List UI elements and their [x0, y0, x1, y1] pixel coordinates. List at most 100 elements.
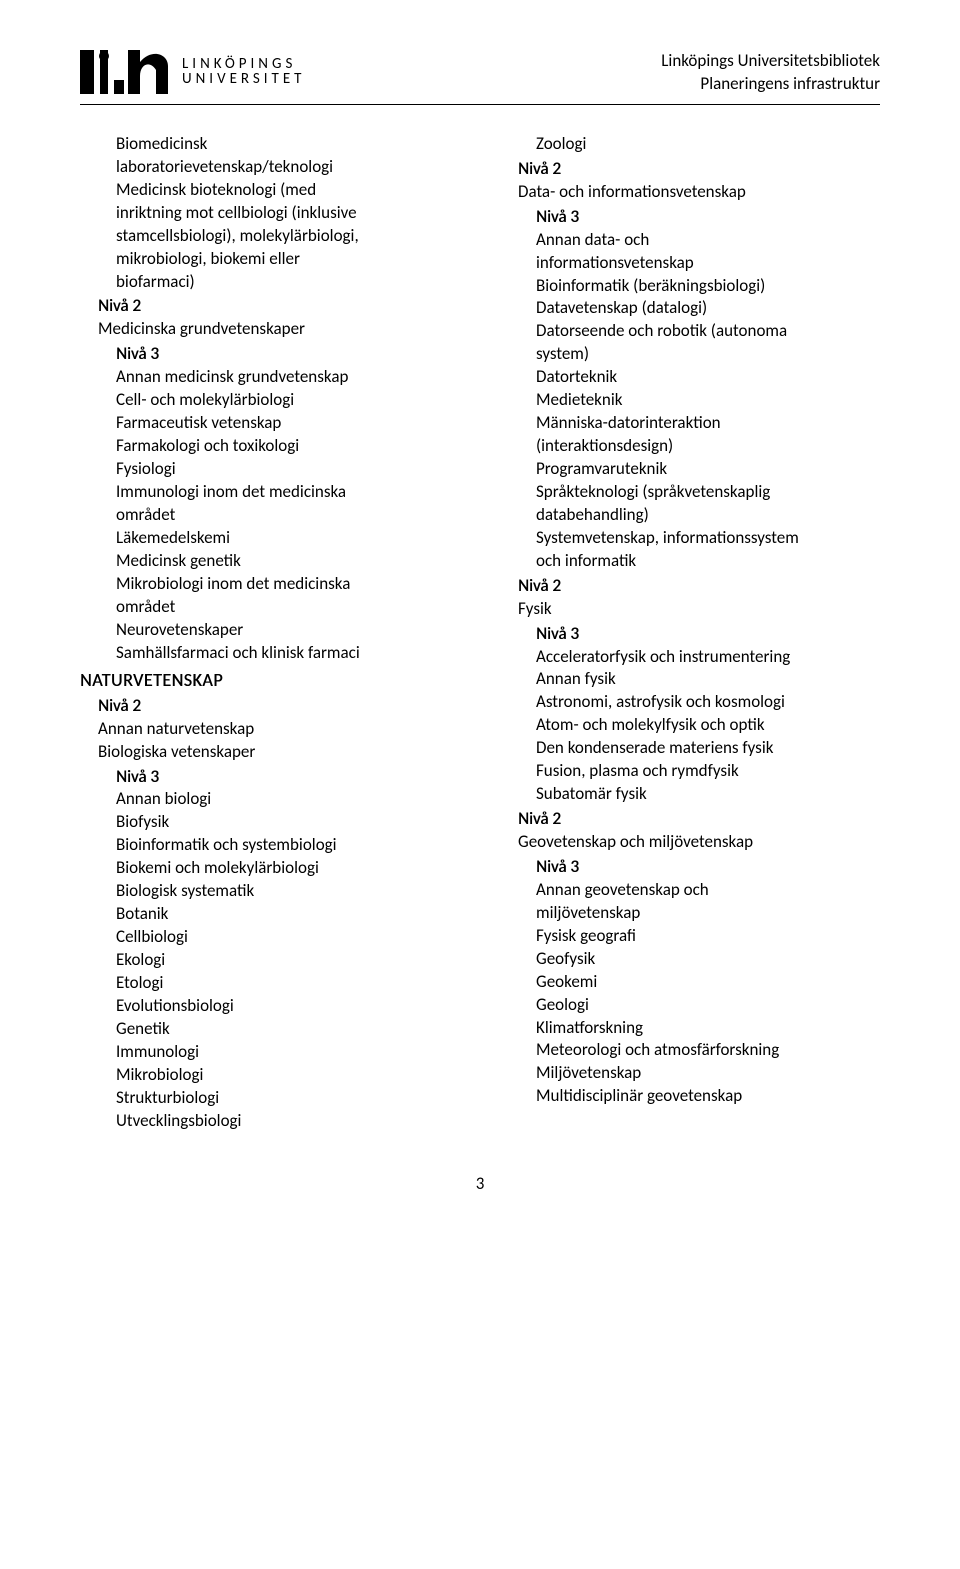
- list-item: området: [116, 596, 460, 619]
- list-item: Fysisk geografi: [536, 925, 880, 948]
- left-column: Biomedicinsk laboratorievetenskap/teknol…: [80, 133, 460, 1133]
- list-item: Biomedicinsk: [116, 133, 460, 156]
- list-item: Den kondenserade materiens fysik: [536, 737, 880, 760]
- niva3-heading: Nivå 3: [80, 343, 460, 366]
- logo-bottom-text: UNIVERSITET: [182, 72, 305, 87]
- niva2-heading: Nivå 2: [80, 295, 460, 318]
- list-item: Acceleratorfysik och instrumentering: [536, 646, 880, 669]
- list-item: Bioinformatik (beräkningsbiologi): [536, 275, 880, 298]
- header-right-line1: Linköpings Universitetsbibliotek: [661, 50, 880, 73]
- list-item: Fysik: [518, 598, 880, 621]
- page-header: LINKÖPINGS UNIVERSITET Linköpings Univer…: [80, 50, 880, 96]
- niva3-heading: Nivå 3: [500, 623, 880, 646]
- list-item: Datorseende och robotik (autonoma: [536, 320, 880, 343]
- left-intro: Biomedicinsk laboratorievetenskap/teknol…: [80, 133, 460, 294]
- list-item: Medicinsk genetik: [116, 550, 460, 573]
- list-item: Geologi: [536, 994, 880, 1017]
- list-item: mikrobiologi, biokemi eller: [116, 248, 460, 271]
- list-item: biofarmaci): [116, 271, 460, 294]
- list-item: Utvecklingsbiologi: [116, 1110, 460, 1133]
- list-item: Mikrobiologi: [116, 1064, 460, 1087]
- niva2-sub: Geovetenskap och miljövetenskap: [500, 831, 880, 854]
- list-item: Ekologi: [116, 949, 460, 972]
- list-item: Datorteknik: [536, 366, 880, 389]
- list-item: området: [116, 504, 460, 527]
- logo-mark-icon: [80, 50, 170, 94]
- list-item: (interaktionsdesign): [536, 435, 880, 458]
- niva3-items: Annan geovetenskap och miljövetenskap Fy…: [500, 879, 880, 1108]
- list-item: Geokemi: [536, 971, 880, 994]
- list-item: system): [536, 343, 880, 366]
- list-item: Astronomi, astrofysik och kosmologi: [536, 691, 880, 714]
- list-item: Klimatforskning: [536, 1017, 880, 1040]
- list-item: Biologisk systematik: [116, 880, 460, 903]
- right-intro: Zoologi: [500, 133, 880, 156]
- list-item: Genetik: [116, 1018, 460, 1041]
- list-item: Programvaruteknik: [536, 458, 880, 481]
- list-item: Cellbiologi: [116, 926, 460, 949]
- list-item: och informatik: [536, 550, 880, 573]
- list-item: Immunologi: [116, 1041, 460, 1064]
- list-item: Annan data- och: [536, 229, 880, 252]
- list-item: Geovetenskap och miljövetenskap: [518, 831, 880, 854]
- list-item: Fusion, plasma och rymdfysik: [536, 760, 880, 783]
- list-item: Cell- och molekylärbiologi: [116, 389, 460, 412]
- list-item: Farmaceutisk vetenskap: [116, 412, 460, 435]
- content-columns: Biomedicinsk laboratorievetenskap/teknol…: [80, 133, 880, 1133]
- list-item: Multidisciplinär geovetenskap: [536, 1085, 880, 1108]
- list-item: informationsvetenskap: [536, 252, 880, 275]
- list-item: miljövetenskap: [536, 902, 880, 925]
- niva2-heading: Nivå 2: [500, 158, 880, 181]
- list-item: Subatomär fysik: [536, 783, 880, 806]
- list-item: Geofysik: [536, 948, 880, 971]
- list-item: Miljövetenskap: [536, 1062, 880, 1085]
- list-item: Systemvetenskap, informationssystem: [536, 527, 880, 550]
- niva2-heading: Nivå 2: [80, 695, 460, 718]
- niva3-heading: Nivå 3: [80, 766, 460, 789]
- logo-text: LINKÖPINGS UNIVERSITET: [182, 57, 305, 87]
- right-column: Zoologi Nivå 2 Data- och informationsvet…: [500, 133, 880, 1133]
- list-item: Människa-datorinteraktion: [536, 412, 880, 435]
- list-item: Atom- och molekylfysik och optik: [536, 714, 880, 737]
- list-item: Strukturbiologi: [116, 1087, 460, 1110]
- list-item: Medicinsk bioteknologi (med: [116, 179, 460, 202]
- header-right-line2: Planeringens infrastruktur: [661, 73, 880, 96]
- list-item: Medicinska grundvetenskaper: [98, 318, 460, 341]
- niva2-sub: Annan naturvetenskap Biologiska vetenska…: [80, 718, 460, 764]
- list-item: Etologi: [116, 972, 460, 995]
- list-item: Medieteknik: [536, 389, 880, 412]
- list-item: laboratorievetenskap/teknologi: [116, 156, 460, 179]
- logo: LINKÖPINGS UNIVERSITET: [80, 50, 305, 94]
- header-rule: [80, 104, 880, 105]
- niva3-heading: Nivå 3: [500, 206, 880, 229]
- list-item: Farmakologi och toxikologi: [116, 435, 460, 458]
- section-heading-naturvetenskap: NATURVETENSKAP: [80, 668, 460, 692]
- niva2-heading: Nivå 2: [500, 808, 880, 831]
- niva3-heading: Nivå 3: [500, 856, 880, 879]
- list-item: Annan fysik: [536, 668, 880, 691]
- list-item: Samhällsfarmaci och klinisk farmaci: [116, 642, 460, 665]
- list-item: Mikrobiologi inom det medicinska: [116, 573, 460, 596]
- list-item: Zoologi: [536, 133, 880, 156]
- niva2-sub: Data- och informationsvetenskap: [500, 181, 880, 204]
- list-item: Botanik: [116, 903, 460, 926]
- list-item: Data- och informationsvetenskap: [518, 181, 880, 204]
- list-item: Meteorologi och atmosfärforskning: [536, 1039, 880, 1062]
- niva3-items: Annan data- och informationsvetenskap Bi…: [500, 229, 880, 573]
- list-item: Annan geovetenskap och: [536, 879, 880, 902]
- list-item: stamcellsbiologi), molekylärbiologi,: [116, 225, 460, 248]
- list-item: Bioinformatik och systembiologi: [116, 834, 460, 857]
- list-item: Fysiologi: [116, 458, 460, 481]
- list-item: databehandling): [536, 504, 880, 527]
- list-item: Läkemedelskemi: [116, 527, 460, 550]
- list-item: Biokemi och molekylärbiologi: [116, 857, 460, 880]
- list-item: Biologiska vetenskaper: [98, 741, 460, 764]
- niva2-heading: Nivå 2: [500, 575, 880, 598]
- list-item: Immunologi inom det medicinska: [116, 481, 460, 504]
- list-item: Neurovetenskaper: [116, 619, 460, 642]
- page-number: 3: [80, 1173, 880, 1194]
- list-item: Språkteknologi (språkvetenskaplig: [536, 481, 880, 504]
- list-item: Annan naturvetenskap: [98, 718, 460, 741]
- niva3-items: Annan medicinsk grundvetenskap Cell- och…: [80, 366, 460, 664]
- niva2-sub: Medicinska grundvetenskaper: [80, 318, 460, 341]
